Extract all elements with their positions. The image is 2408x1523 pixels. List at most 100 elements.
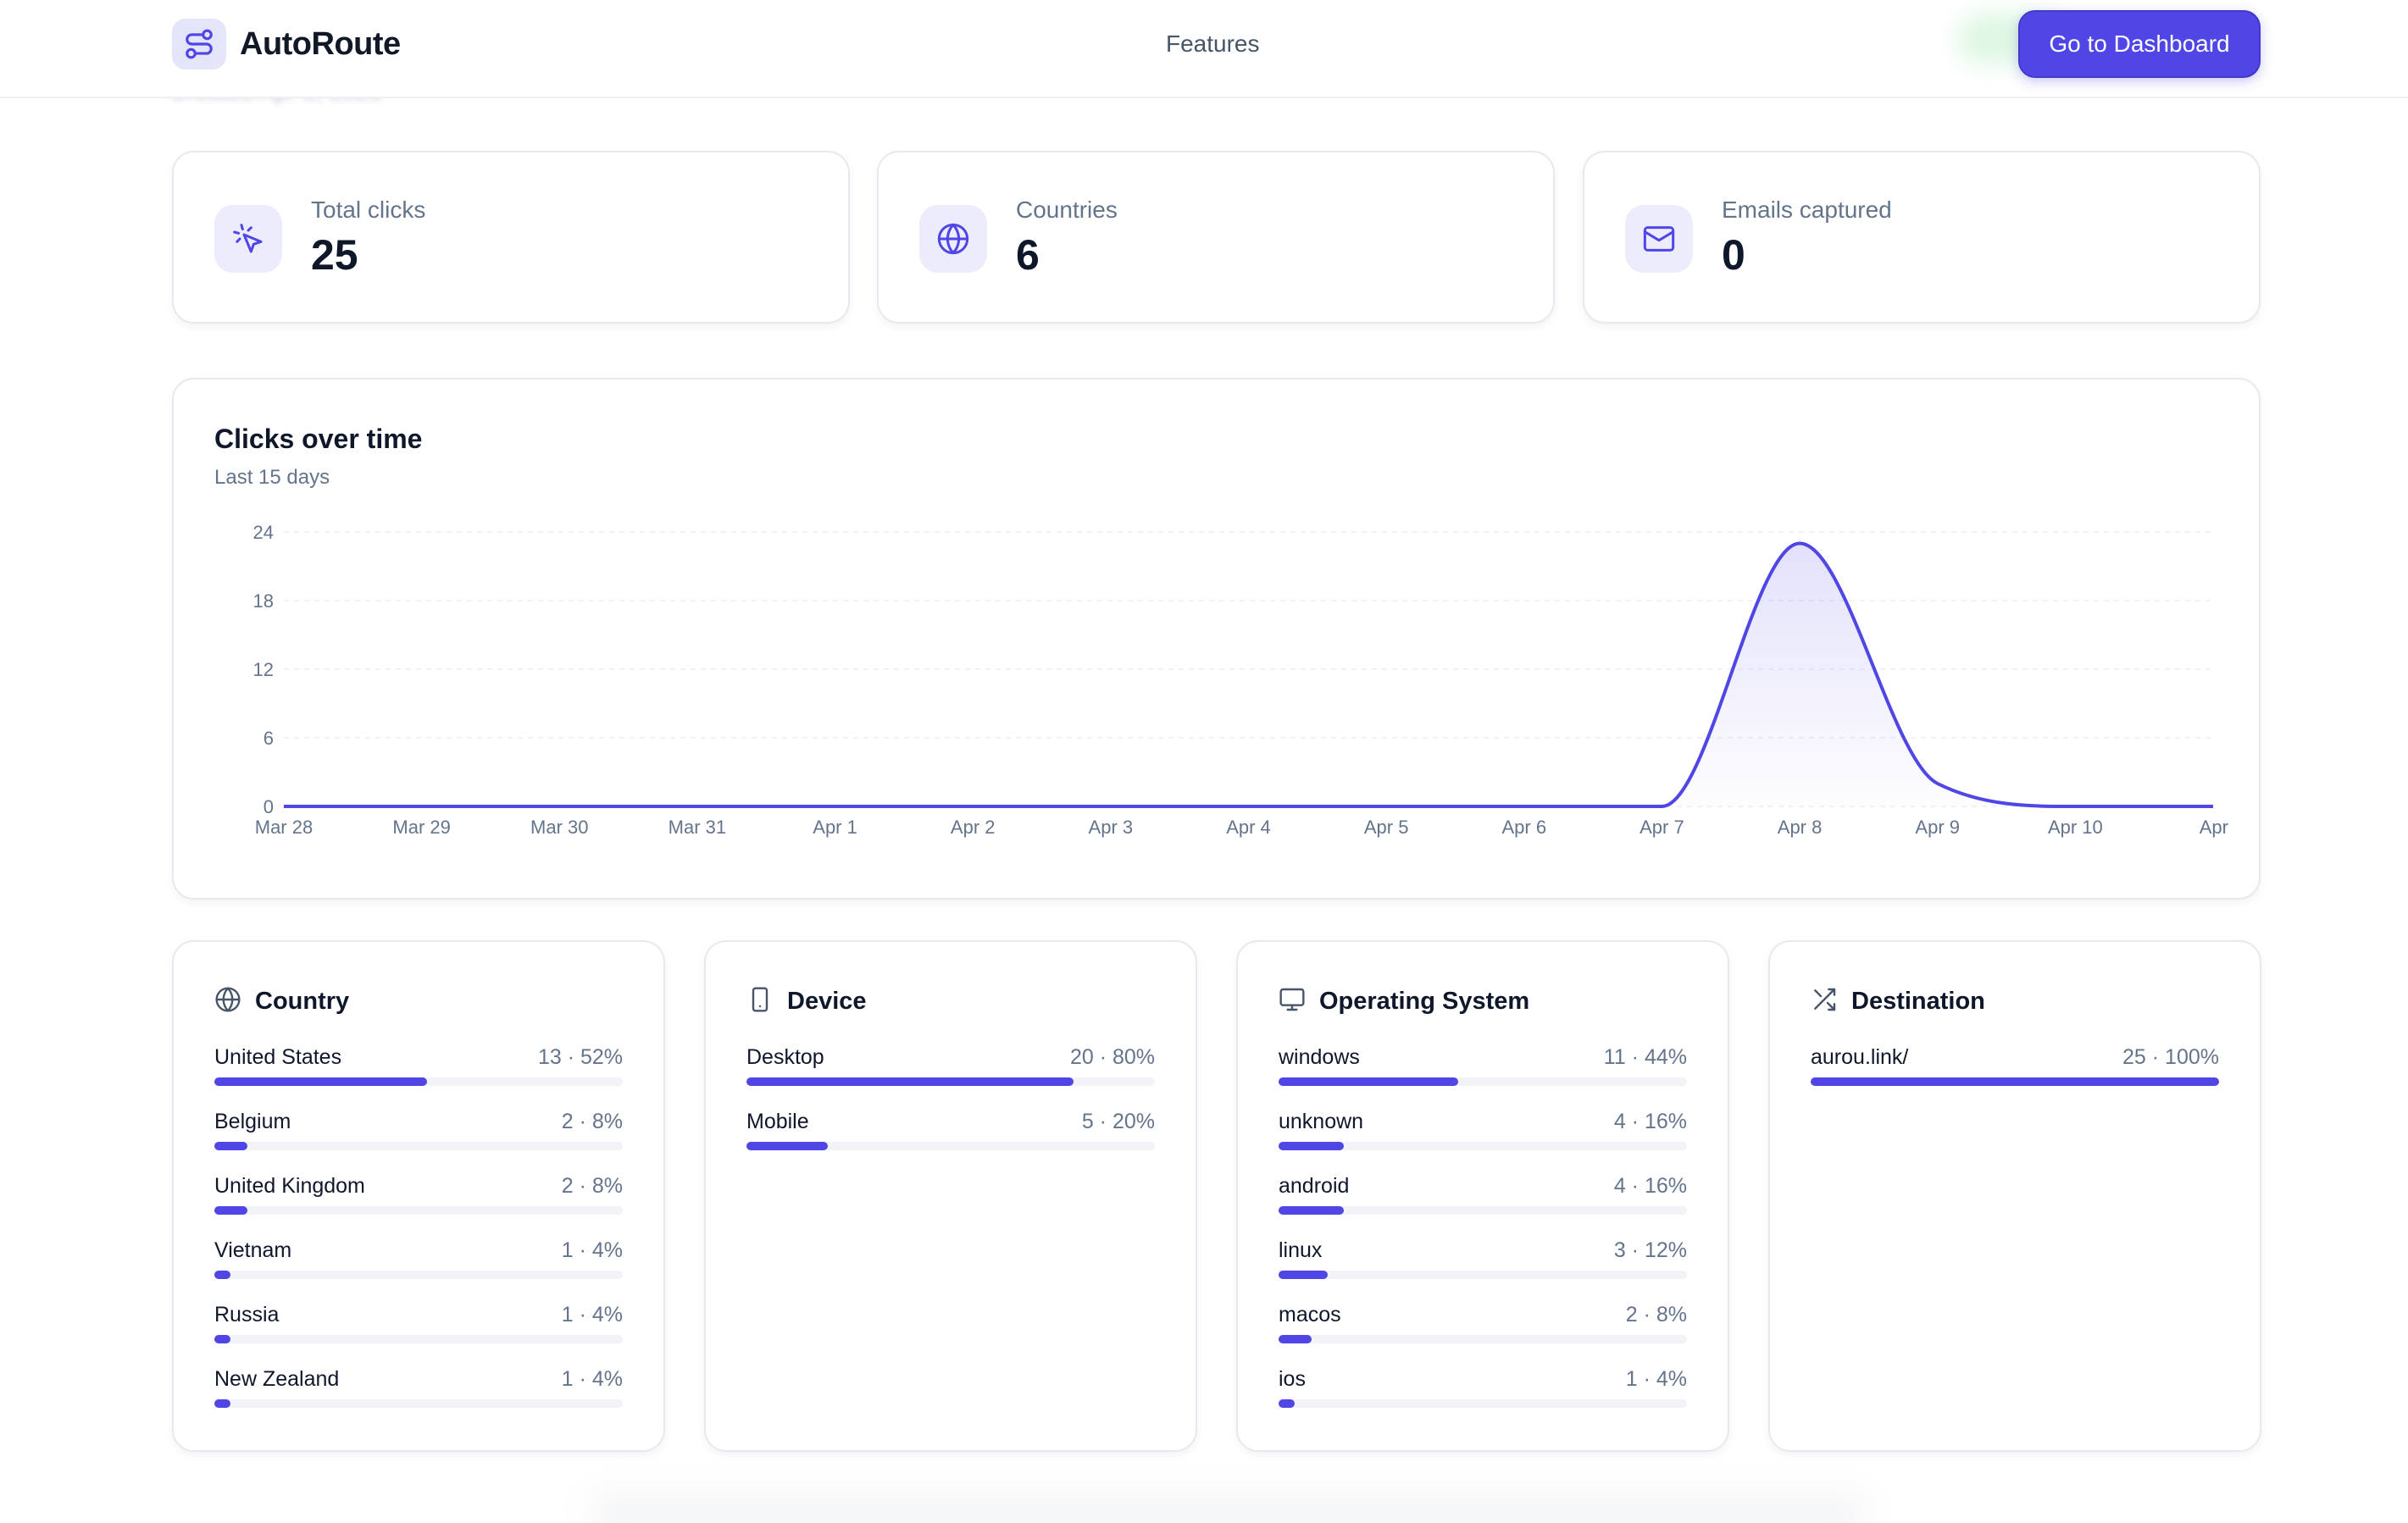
nav-link-features[interactable]: Features: [1166, 30, 1260, 57]
list-item: United States 13 · 52%: [214, 1045, 623, 1110]
progress-track: [746, 1077, 1155, 1086]
list-item-label: Desktop: [746, 1045, 824, 1069]
progress-track: [214, 1142, 623, 1150]
list-item-label: Vietnam: [214, 1238, 292, 1262]
data-point[interactable]: [1653, 798, 1670, 815]
list-item-label: macos: [1279, 1303, 1341, 1326]
clicks-line: [284, 541, 2213, 809]
chart-title: Clicks over time: [214, 424, 423, 454]
progress-fill: [1279, 1399, 1296, 1408]
x-tick-label: Apr 5: [1364, 817, 1409, 838]
progress-fill: [1279, 1142, 1345, 1150]
progress-fill: [1811, 1077, 2219, 1086]
device-breakdown-card: Device Desktop 20 · 80% Mobile 5 · 20%: [704, 940, 1197, 1452]
x-tick-label: Apr 3: [1089, 817, 1134, 838]
data-point[interactable]: [1929, 775, 1946, 792]
route-logo-icon: [172, 19, 226, 69]
list-item: New Zealand 1 · 4%: [214, 1367, 623, 1432]
data-point[interactable]: [413, 798, 430, 815]
list-item-label: Russia: [214, 1303, 280, 1326]
progress-track: [1279, 1271, 1687, 1279]
globe-icon: [214, 986, 241, 1017]
progress-track: [214, 1271, 623, 1279]
stat-card-total-clicks: Total clicks 25: [172, 151, 850, 324]
progress-track: [1279, 1142, 1687, 1150]
device-list: Desktop 20 · 80% Mobile 5 · 20%: [746, 1045, 1155, 1174]
list-item-stat: 2 · 8%: [561, 1174, 623, 1198]
list-item: Russia 1 · 4%: [214, 1303, 623, 1367]
stat-label: Countries: [1016, 197, 1118, 223]
list-item: android 4 · 16%: [1279, 1174, 1687, 1238]
list-item-stat: 5 · 20%: [1081, 1110, 1155, 1133]
stat-value: 0: [1722, 231, 1745, 279]
card-title: Destination: [1851, 988, 1985, 1015]
list-item-label: windows: [1279, 1045, 1360, 1069]
brand[interactable]: AutoRoute: [172, 19, 401, 69]
x-tick-label: Apr 8: [1778, 817, 1823, 838]
list-item-label: United Kingdom: [214, 1174, 365, 1198]
data-point[interactable]: [1378, 798, 1395, 815]
data-point[interactable]: [1240, 798, 1257, 815]
data-point[interactable]: [1102, 798, 1119, 815]
tablet-icon: [746, 986, 774, 1017]
x-tick-label: Apr 10: [2048, 817, 2103, 838]
progress-fill: [746, 1077, 1074, 1086]
country-list: United States 13 · 52% Belgium 2 · 8% United…: [214, 1045, 623, 1432]
data-point[interactable]: [827, 798, 844, 815]
stat-label: Emails captured: [1722, 197, 1892, 223]
go-to-dashboard-button[interactable]: Go to Dashboard: [2018, 10, 2261, 78]
progress-fill: [214, 1142, 247, 1150]
progress-fill: [1279, 1206, 1345, 1215]
list-item: ios 1 · 4%: [1279, 1367, 1687, 1432]
progress-track: [214, 1399, 623, 1408]
monitor-icon: [1279, 986, 1306, 1017]
mail-icon: [1625, 205, 1693, 273]
progress-fill: [214, 1206, 247, 1215]
x-tick-label: Mar 29: [392, 817, 450, 838]
list-item: United Kingdom 2 · 8%: [214, 1174, 623, 1238]
list-item-stat: 1 · 4%: [1625, 1367, 1687, 1391]
progress-fill: [1279, 1271, 1328, 1279]
x-tick-label: Apr 6: [1501, 817, 1546, 838]
data-point[interactable]: [2205, 798, 2222, 815]
list-item-stat: 25 · 100%: [2122, 1045, 2219, 1069]
progress-track: [1811, 1077, 2219, 1086]
x-tick-label: Apr 7: [1640, 817, 1684, 838]
list-item: aurou.link/25 · 100%: [1811, 1045, 2219, 1110]
bottom-shadow: [593, 1491, 1864, 1523]
x-tick-label: Apr 1: [813, 817, 857, 838]
progress-track: [214, 1206, 623, 1215]
progress-fill: [1279, 1077, 1459, 1086]
progress-fill: [214, 1077, 427, 1086]
list-item: unknown 4 · 16%: [1279, 1110, 1687, 1174]
y-tick-label: 0: [264, 796, 274, 817]
clicks-chart[interactable]: 0 6 12 18 24 Mar 28 Mar 29 Mar 30 Mar 31 Apr 1 Ap…: [174, 379, 2259, 898]
clicks-area: [284, 543, 2213, 806]
progress-track: [746, 1142, 1155, 1150]
list-item-stat: 1 · 4%: [561, 1367, 623, 1391]
os-breakdown-card: Operating System windows 11 · 44% unknown 4…: [1236, 940, 1729, 1452]
y-tick-label: 24: [253, 522, 274, 543]
data-point[interactable]: [2067, 798, 2083, 815]
list-item-stat: 20 · 80%: [1069, 1045, 1155, 1069]
list-item: Belgium 2 · 8%: [214, 1110, 623, 1174]
y-tick-label: 18: [253, 590, 274, 612]
list-item-label: New Zealand: [214, 1367, 340, 1391]
card-title: Country: [255, 988, 350, 1015]
globe-icon: [919, 205, 987, 273]
data-point[interactable]: [275, 798, 292, 815]
progress-track: [214, 1335, 623, 1343]
list-item-stat: 1 · 4%: [561, 1303, 623, 1326]
x-tick-label: Mar 30: [530, 817, 588, 838]
data-point[interactable]: [1791, 535, 1808, 552]
data-point[interactable]: [964, 798, 981, 815]
list-item: windows 11 · 44%: [1279, 1045, 1687, 1110]
list-item: Vietnam 1 · 4%: [214, 1238, 623, 1303]
x-tick-label: Mar 28: [255, 817, 313, 838]
data-point[interactable]: [1516, 798, 1533, 815]
list-item-stat: 2 · 8%: [561, 1110, 623, 1133]
data-point[interactable]: [689, 798, 706, 815]
chart-subtitle: Last 15 days: [214, 466, 330, 489]
list-item: Mobile 5 · 20%: [746, 1110, 1155, 1174]
data-point[interactable]: [551, 798, 568, 815]
